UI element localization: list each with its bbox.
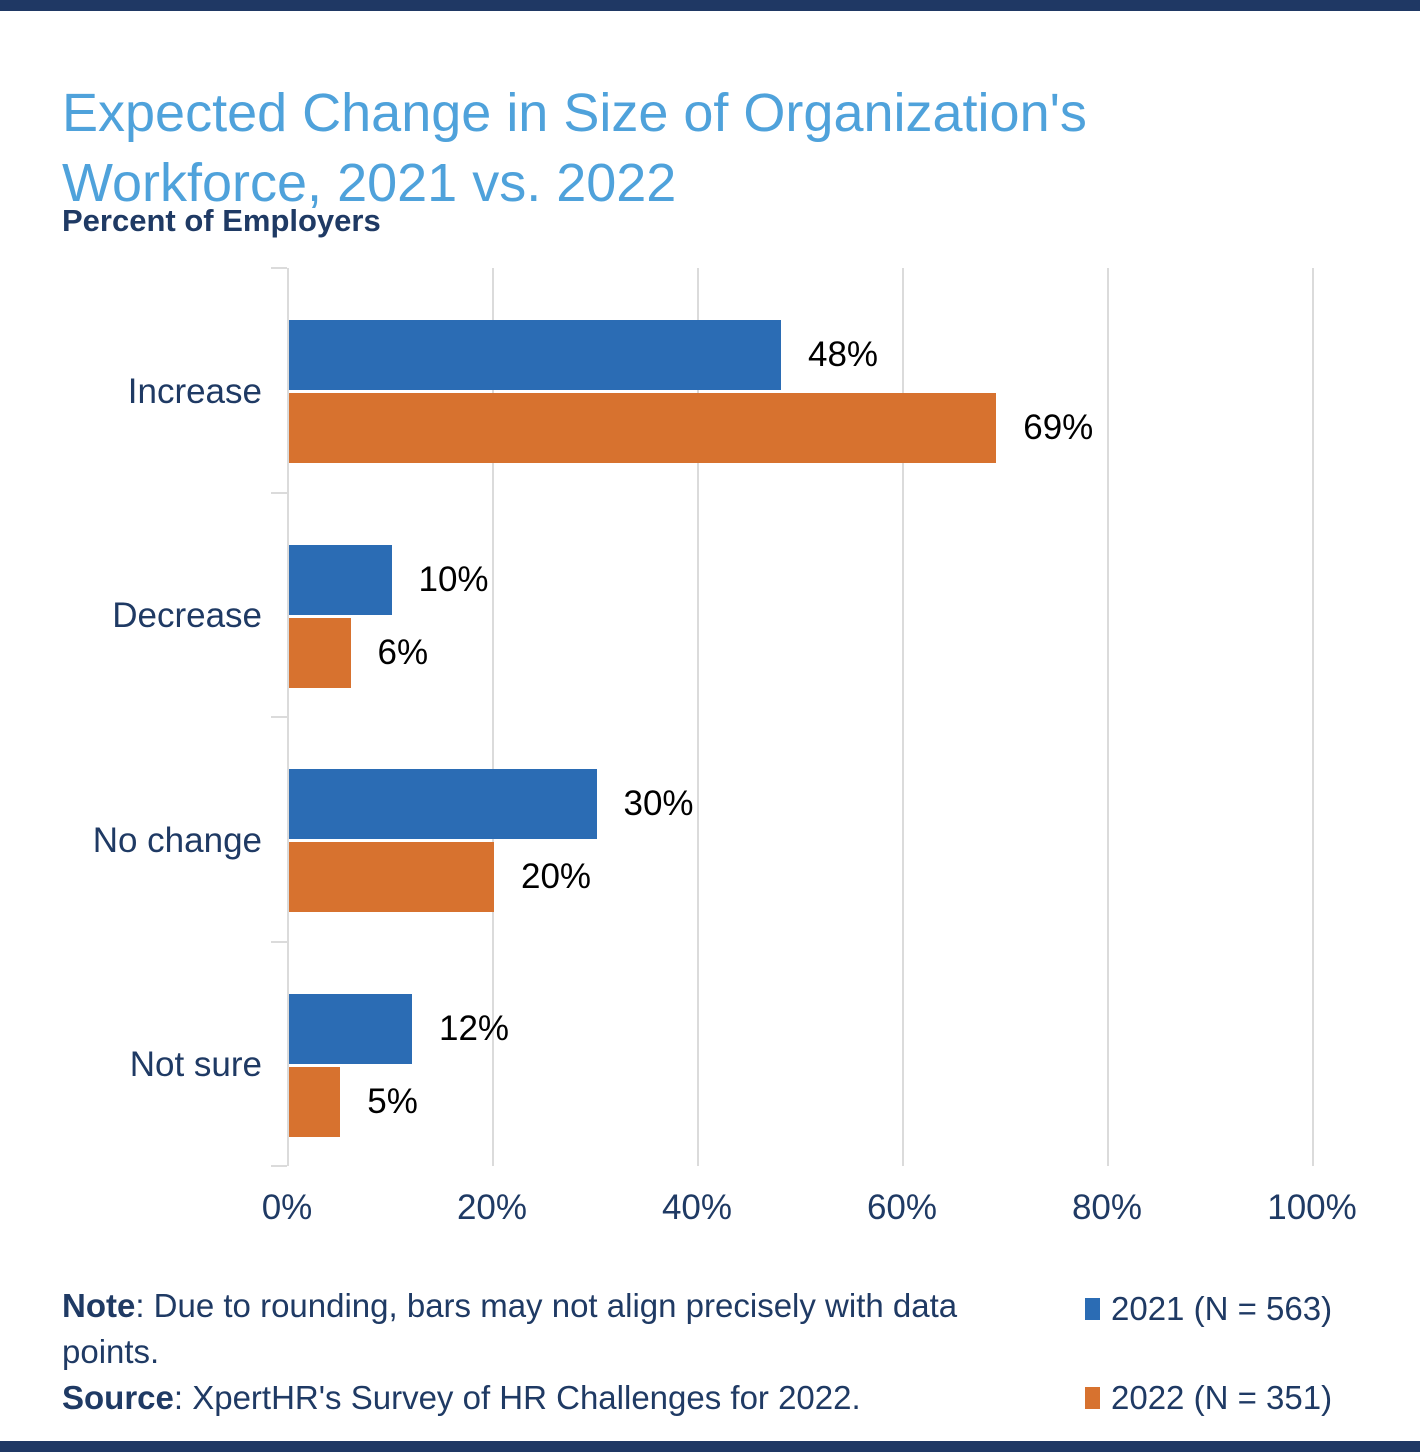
gridline-60 (902, 268, 904, 1166)
legend-marker-icon (1085, 1298, 1100, 1320)
bar-value-label: 48% (808, 335, 879, 374)
source-line: Source: XpertHR's Survey of HR Challenge… (62, 1375, 1032, 1421)
bar-value-label: 69% (1023, 408, 1094, 447)
source-label: Source (62, 1379, 174, 1417)
category-boundary-tick (271, 267, 287, 269)
x-tick-label-80: 80% (1071, 1188, 1143, 1227)
x-axis-labels: 0% 20% 40% 60% 80% 100% (262, 1188, 1367, 1238)
bar-value-label: 20% (521, 857, 592, 896)
category-boundary-tick (271, 716, 287, 718)
plot-area: 48% 69% 10% 6% 30% 20% 12% 5% (271, 267, 1367, 1167)
footnote-block: Note: Due to rounding, bars may not alig… (62, 1283, 1032, 1422)
chart-title: Expected Change in Size of Organization'… (62, 83, 1087, 214)
x-tick-label-20: 20% (456, 1188, 528, 1227)
category-label-not-sure: Not sure (129, 1045, 262, 1084)
x-tick-label-100: 100% (1267, 1188, 1357, 1227)
x-tick-label-0: 0% (261, 1188, 313, 1227)
bar-2021-decrease (289, 544, 392, 615)
x-tick-label-40: 40% (661, 1188, 733, 1227)
bottom-brand-strip (0, 1441, 1420, 1452)
bar-value-label: 6% (377, 632, 429, 672)
bar-2021-not-sure (289, 993, 412, 1064)
note-label: Note (62, 1287, 136, 1324)
bar-value-label: 12% (439, 1008, 510, 1048)
gridline-20 (492, 268, 494, 1166)
top-brand-strip (0, 0, 1420, 11)
category-label-decrease: Decrease (112, 596, 262, 635)
bar-value-label: 5% (367, 1081, 418, 1121)
legend: 2021 (N = 563) 2022 (N = 351) (1085, 1288, 1332, 1452)
note-line: Note: Due to rounding, bars may not alig… (62, 1283, 1032, 1375)
category-axis-labels: Increase Decrease No change Not sure (38, 268, 262, 1166)
gridline-100 (1312, 268, 1314, 1166)
bar-2021-no-change (289, 769, 597, 839)
gridline-0 (287, 268, 289, 1166)
legend-marker-icon (1085, 1387, 1100, 1409)
gridline-40 (697, 268, 699, 1166)
legend-row: 2022 (N = 351) (1085, 1377, 1332, 1419)
category-label-increase: Increase (127, 371, 262, 411)
legend-label: 2022 (N = 351) (1111, 1379, 1333, 1416)
category-label-no-change: No change (92, 820, 262, 860)
bar-2022-no-change (289, 842, 494, 912)
x-tick-label-60: 60% (866, 1188, 938, 1227)
legend-row: 2021 (N = 563) (1085, 1288, 1332, 1330)
bar-2022-not-sure (289, 1066, 341, 1137)
bar-2022-increase (289, 393, 997, 463)
bar-2022-decrease (289, 617, 351, 688)
legend-label: 2021 (N = 563) (1111, 1290, 1333, 1327)
source-text: : XpertHR's Survey of HR Challenges for … (173, 1379, 861, 1417)
category-boundary-tick (271, 940, 287, 943)
gridline-80 (1107, 268, 1109, 1166)
bar-value-label: 30% (623, 784, 694, 823)
category-boundary-tick (271, 491, 287, 494)
chart-subtitle: Percent of Employers (62, 203, 381, 238)
category-boundary-tick (271, 1165, 287, 1167)
note-text: : Due to rounding, bars may not align pr… (62, 1287, 958, 1371)
bar-value-label: 10% (418, 559, 489, 599)
bar-2021-increase (289, 320, 781, 390)
